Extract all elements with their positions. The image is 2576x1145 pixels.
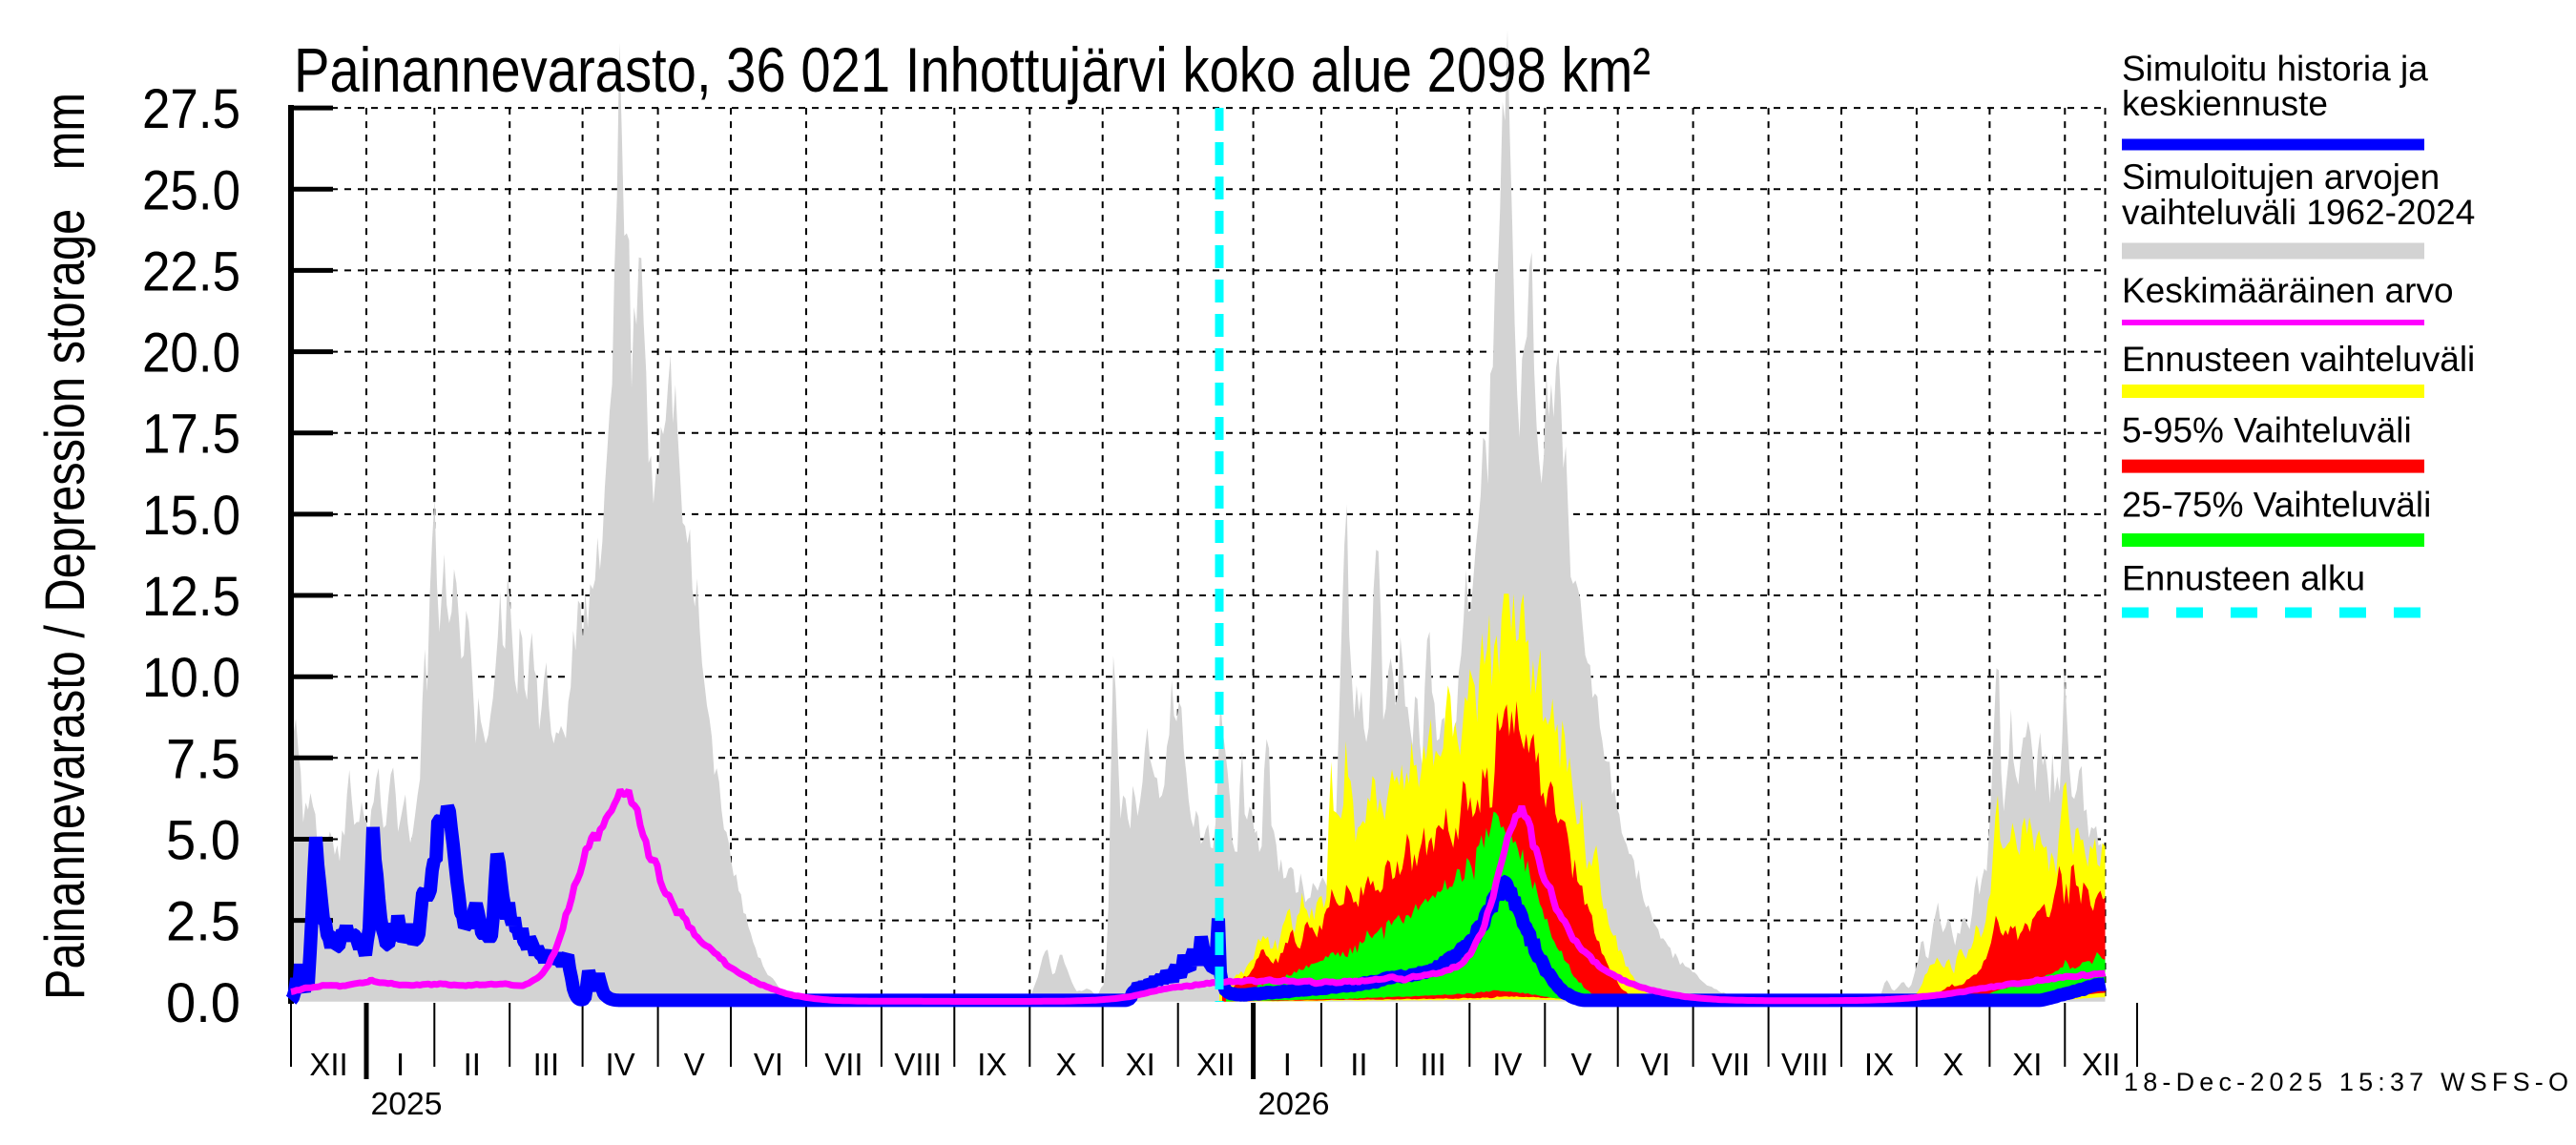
- svg-text:X: X: [1055, 1047, 1076, 1082]
- svg-text:III: III: [1420, 1047, 1446, 1082]
- svg-text:Simuloitu historia ja: Simuloitu historia ja: [2122, 50, 2428, 89]
- svg-text:V: V: [1570, 1047, 1591, 1082]
- svg-text:IV: IV: [606, 1047, 635, 1082]
- svg-text:X: X: [1942, 1047, 1963, 1082]
- svg-text:XII: XII: [2082, 1047, 2120, 1082]
- svg-text:VIII: VIII: [894, 1047, 942, 1082]
- svg-text:7.5: 7.5: [166, 728, 240, 790]
- svg-text:17.5: 17.5: [142, 404, 240, 466]
- svg-text:25.0: 25.0: [142, 159, 240, 221]
- svg-text:Painannevarasto, 36 021 Inhot: Painannevarasto, 36 021 Inhottujärvi kok…: [294, 34, 1651, 105]
- svg-text:XII: XII: [1196, 1047, 1235, 1082]
- svg-text:Ennusteen alku: Ennusteen alku: [2122, 559, 2365, 598]
- svg-text:5-95% Vaihteluväli: 5-95% Vaihteluväli: [2122, 410, 2412, 449]
- svg-text:VI: VI: [1641, 1047, 1671, 1082]
- svg-text:I: I: [1283, 1047, 1292, 1082]
- svg-text:2026: 2026: [1258, 1086, 1330, 1121]
- svg-text:keskiennuste: keskiennuste: [2122, 84, 2328, 123]
- svg-text:10.0: 10.0: [142, 647, 240, 709]
- svg-text:27.5: 27.5: [142, 78, 240, 140]
- svg-text:2.5: 2.5: [166, 891, 240, 953]
- svg-text:VII: VII: [1712, 1047, 1750, 1082]
- svg-text:VII: VII: [824, 1047, 862, 1082]
- svg-text:25-75% Vaihteluväli: 25-75% Vaihteluväli: [2122, 486, 2431, 525]
- svg-text:0.0: 0.0: [166, 972, 240, 1034]
- svg-text:18-Dec-2025 15:37 WSFS-O: 18-Dec-2025 15:37 WSFS-O: [2124, 1068, 2568, 1096]
- svg-text:VI: VI: [754, 1047, 783, 1082]
- svg-text:20.0: 20.0: [142, 323, 240, 385]
- svg-text:22.5: 22.5: [142, 240, 240, 302]
- svg-text:XI: XI: [1126, 1047, 1155, 1082]
- svg-text:III: III: [533, 1047, 560, 1082]
- svg-text:vaihteluväli 1962-2024: vaihteluväli 1962-2024: [2122, 193, 2475, 232]
- svg-text:XI: XI: [2012, 1047, 2042, 1082]
- svg-text:Painannevarasto / Depression s: Painannevarasto / Depression storage mm: [34, 93, 96, 1000]
- svg-text:12.5: 12.5: [142, 566, 240, 628]
- svg-text:IV: IV: [1492, 1047, 1522, 1082]
- svg-text:IX: IX: [977, 1047, 1007, 1082]
- svg-text:Keskimääräinen arvo: Keskimääräinen arvo: [2122, 271, 2454, 310]
- svg-text:V: V: [684, 1047, 705, 1082]
- svg-text:2025: 2025: [371, 1086, 443, 1121]
- svg-text:5.0: 5.0: [166, 809, 240, 871]
- svg-text:IX: IX: [1864, 1047, 1894, 1082]
- svg-text:I: I: [396, 1047, 405, 1082]
- svg-text:XII: XII: [309, 1047, 347, 1082]
- svg-text:Ennusteen vaihteluväli: Ennusteen vaihteluväli: [2122, 340, 2475, 379]
- svg-text:II: II: [1350, 1047, 1367, 1082]
- svg-text:15.0: 15.0: [142, 485, 240, 547]
- svg-text:Simuloitujen arvojen: Simuloitujen arvojen: [2122, 157, 2440, 197]
- svg-text:II: II: [464, 1047, 481, 1082]
- svg-text:VIII: VIII: [1781, 1047, 1829, 1082]
